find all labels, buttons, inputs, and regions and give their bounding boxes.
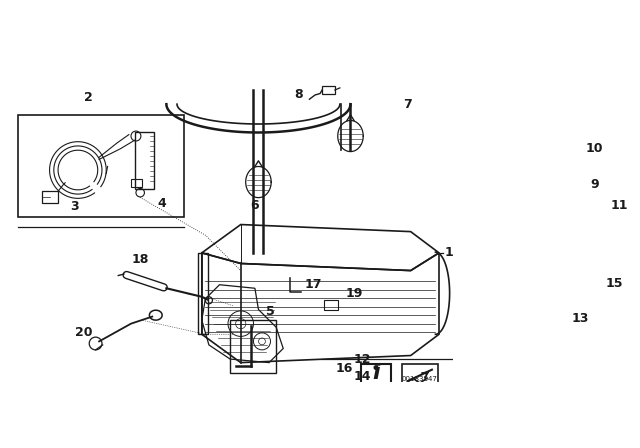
Text: 16: 16 xyxy=(335,362,353,375)
Text: 8: 8 xyxy=(294,88,303,101)
Text: 7: 7 xyxy=(403,98,412,111)
Bar xyxy=(134,133,154,189)
Text: 1: 1 xyxy=(445,246,453,259)
Text: 00183847: 00183847 xyxy=(402,376,438,383)
Bar xyxy=(402,364,438,387)
Bar xyxy=(322,86,335,94)
Text: i: i xyxy=(372,362,380,383)
Text: 13: 13 xyxy=(572,312,589,325)
Text: 18: 18 xyxy=(131,254,149,267)
Text: 10: 10 xyxy=(586,142,604,155)
Text: 2: 2 xyxy=(84,90,93,103)
Bar xyxy=(361,364,391,387)
Circle shape xyxy=(374,366,378,369)
Bar xyxy=(42,191,58,202)
Text: 5: 5 xyxy=(266,305,275,318)
Bar xyxy=(324,300,339,310)
Bar xyxy=(230,320,276,373)
Bar xyxy=(18,115,184,217)
FancyArrowPatch shape xyxy=(127,275,164,287)
Text: 14: 14 xyxy=(354,370,371,383)
Bar xyxy=(198,253,208,334)
Text: 4: 4 xyxy=(157,197,166,210)
Bar xyxy=(131,178,141,187)
Text: 11: 11 xyxy=(611,199,628,212)
FancyArrowPatch shape xyxy=(127,275,164,287)
Text: 17: 17 xyxy=(305,278,322,291)
Text: 9: 9 xyxy=(591,178,599,191)
Text: 19: 19 xyxy=(346,287,363,300)
Text: 6: 6 xyxy=(251,199,259,212)
Text: 15: 15 xyxy=(606,277,623,290)
Text: 12: 12 xyxy=(354,353,371,366)
Text: 3: 3 xyxy=(70,200,79,213)
Text: 20: 20 xyxy=(75,327,92,340)
